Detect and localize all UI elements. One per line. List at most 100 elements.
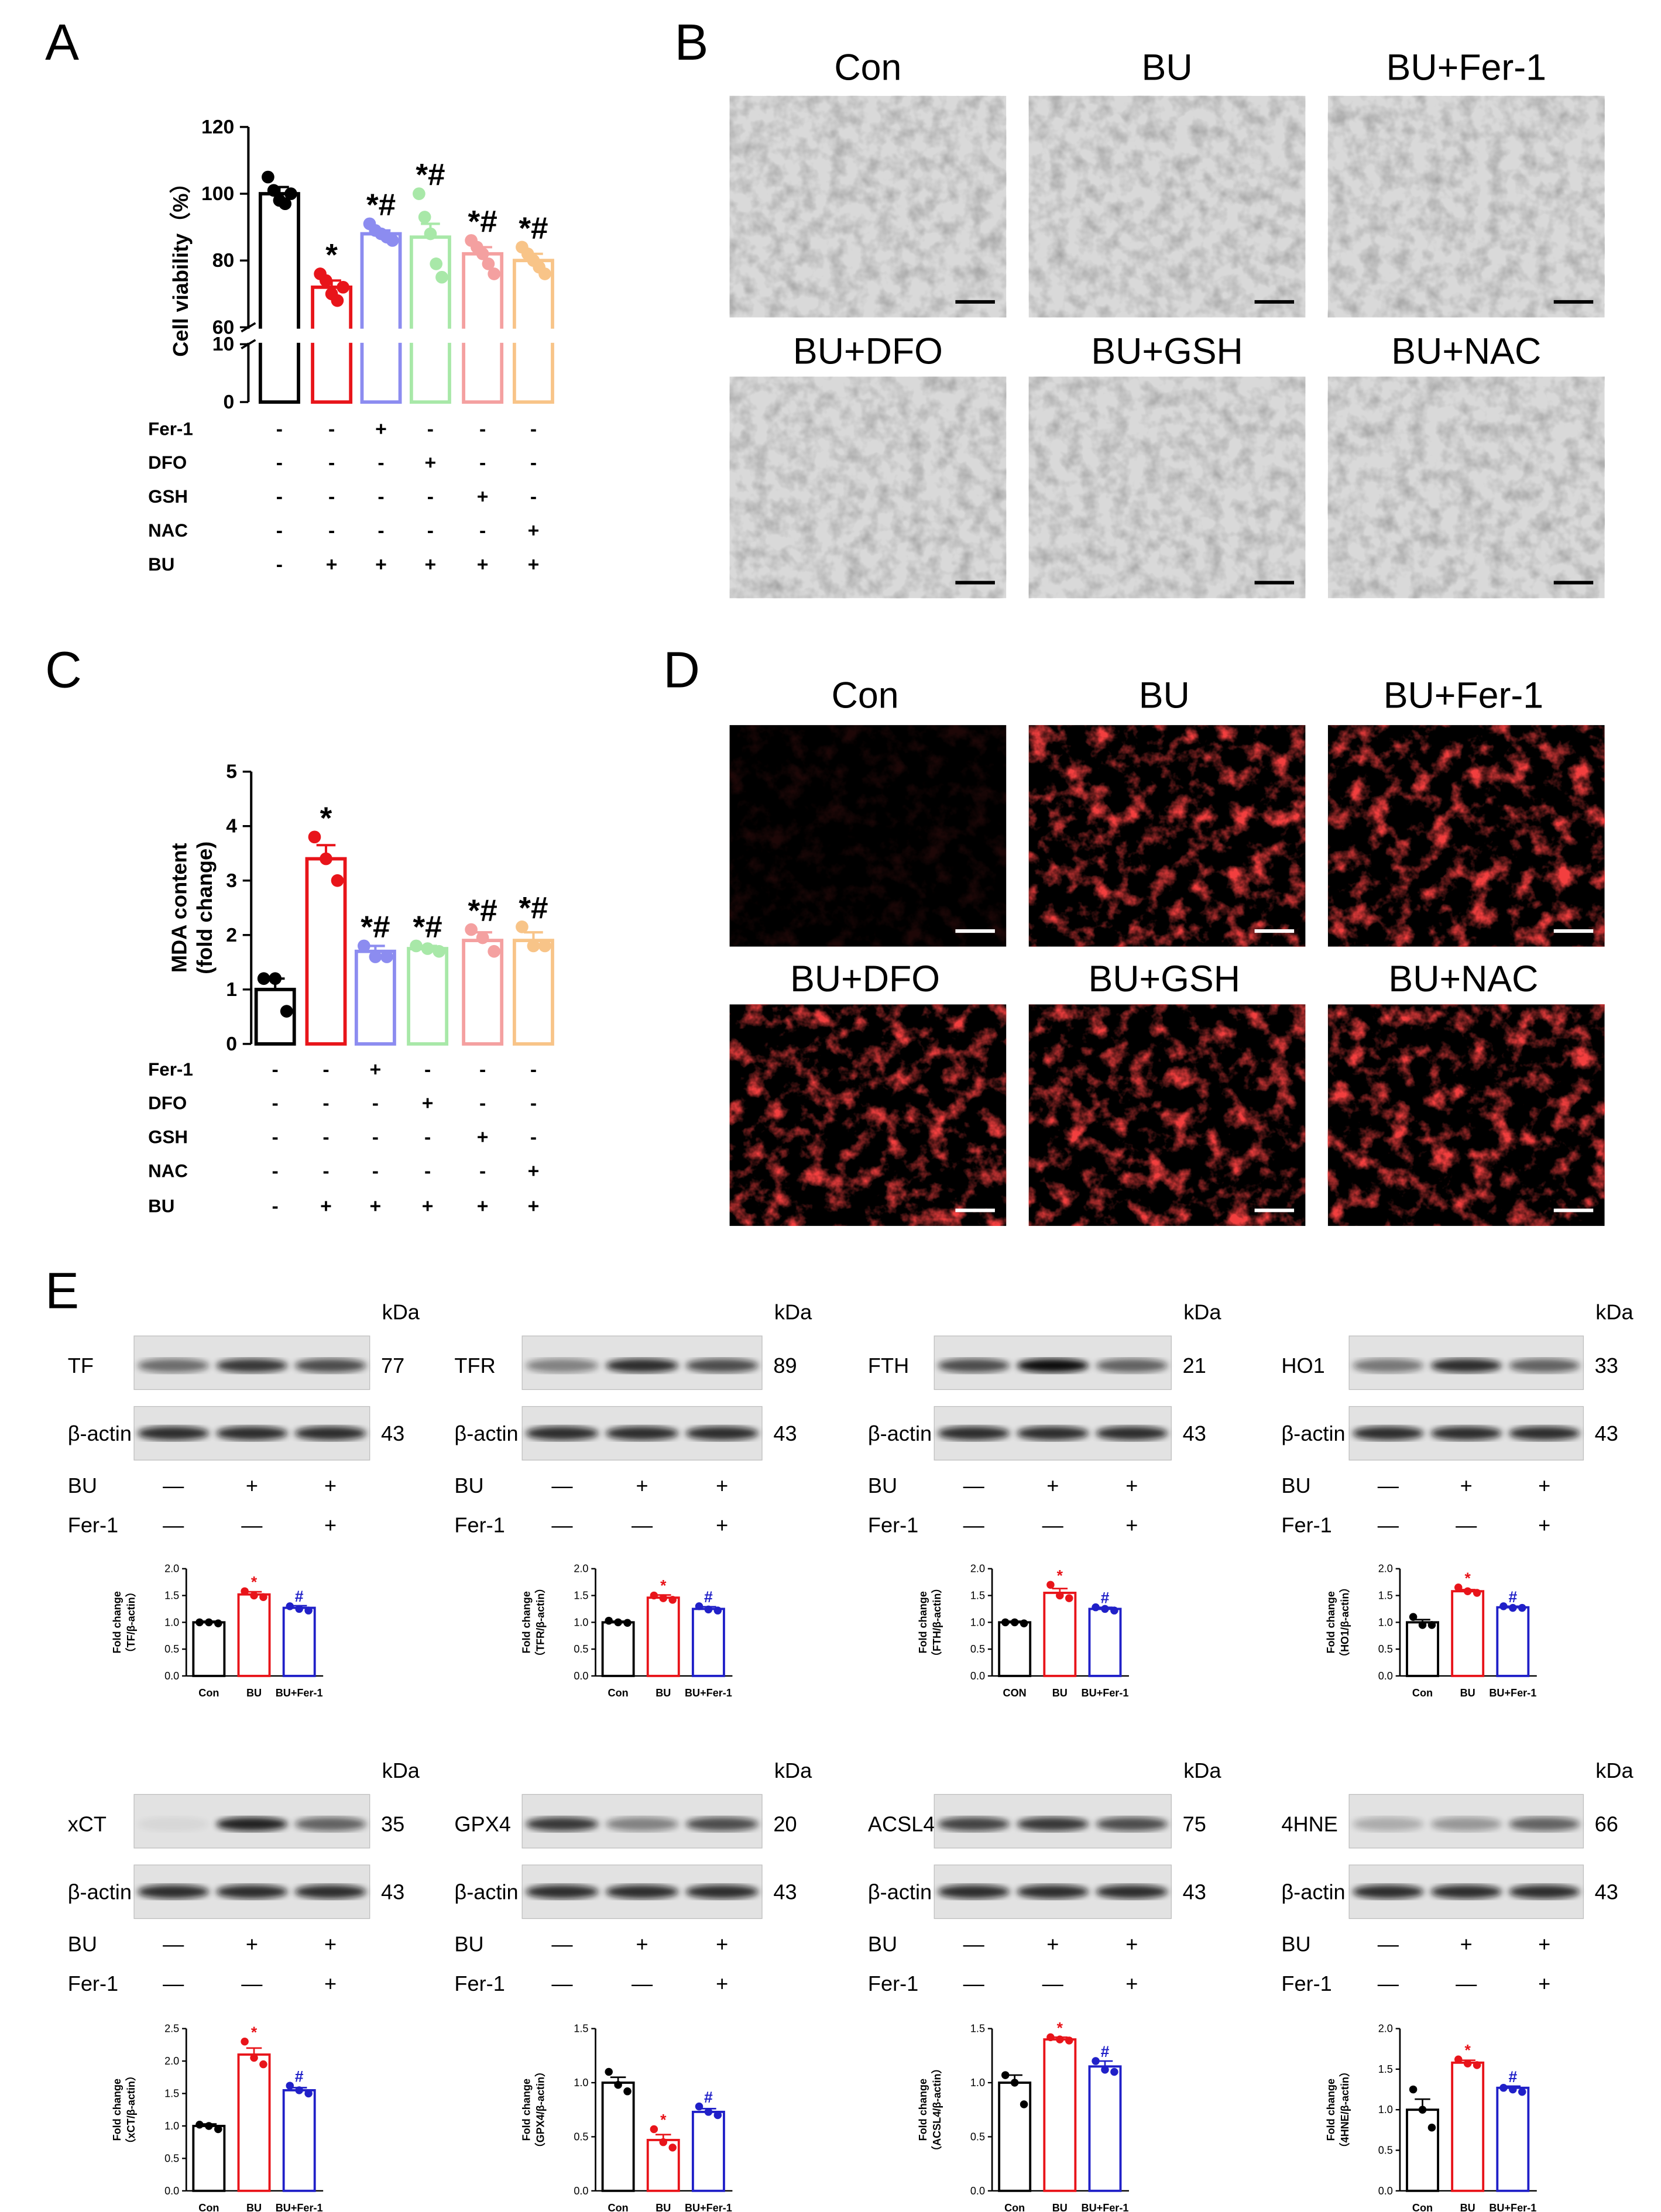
data-point [308,830,321,844]
texture [1327,376,1605,599]
x-tick-label: BU [246,1687,262,1699]
data-point [1046,2033,1055,2042]
data-point [195,1618,204,1627]
treatment-sign: + [320,1195,332,1217]
y-tick-label: 0.0 [164,2185,179,2197]
x-tick-label: BU [656,2202,671,2212]
blot-band [1017,1884,1089,1899]
treatment-sign: + [425,553,437,575]
kda-label: kDa [1595,1758,1633,1782]
treatment-sign: - [272,1058,279,1080]
y-tick-label: 0.0 [970,1670,985,1682]
texture [1327,95,1605,318]
texture [1327,1004,1605,1226]
y-tick-label: 1.0 [1378,2104,1393,2115]
texture [1028,95,1306,318]
blot-label: TFR [454,1354,495,1378]
row-sign: — [1378,1932,1399,1956]
data-point [421,942,434,955]
data-point [250,2053,258,2062]
blot-label: β-actin [868,1880,932,1904]
row-sign: — [551,1971,573,1995]
x-tick-label: Con [608,1687,629,1699]
row-sign: — [963,1932,985,1956]
row-sign: + [324,1473,337,1497]
row-sign: + [1125,1971,1138,1995]
blot-band [1430,1426,1502,1441]
treatment-sign: - [479,519,486,541]
row-sign: + [1538,1971,1550,1995]
blot-band [685,1817,759,1832]
texture [729,725,1007,947]
data-point [320,852,332,865]
data-point [214,1619,222,1627]
blot-label: β-actin [68,1421,132,1445]
kda-label: kDa [382,1300,420,1324]
row-sign: + [324,1971,337,1995]
image-title: BU+GSH [1088,959,1240,999]
data-point [668,1596,677,1604]
treatment-sign: - [479,452,486,474]
blot-label: β-actin [454,1421,518,1445]
kda-value: 43 [1183,1421,1206,1445]
x-tick-label: BU+Fer-1 [276,1687,323,1699]
data-point [295,2086,303,2094]
row-sign: + [636,1473,648,1497]
y-tick-label: 1.5 [1378,1590,1393,1602]
data-point [1110,1606,1118,1615]
data-point [295,1605,303,1613]
data-point [380,950,393,963]
y-tick-label: 1.5 [574,2023,588,2035]
y-axis-label: （GPX4/β-actin） [534,2066,546,2153]
annotation: # [704,2089,713,2106]
row-sign: + [716,1473,728,1497]
annotation: * [660,2111,667,2129]
row-label: BU [868,1932,897,1956]
data-point [538,939,551,953]
x-tick-label: Con [1004,2202,1025,2212]
image-title: BU+Fer-1 [1384,675,1543,716]
treatment-sign: + [528,1195,540,1217]
x-tick-label: Con [198,1687,219,1699]
blot-band [1017,1358,1089,1373]
y-tick-label: 1.0 [574,1616,588,1628]
y-axis-label: （FTH/β-actin） [931,1583,943,1663]
data-point [331,874,344,887]
data-point [410,939,423,953]
texture [1028,376,1306,599]
treatment-sign: + [370,1058,382,1080]
y-tick-label: 0.0 [1378,1670,1393,1682]
treatment-sign: - [530,486,537,508]
treatment-sign: - [322,1092,329,1114]
annotation: * [251,2024,258,2041]
row-sign: — [1378,1513,1399,1537]
break-mark [241,339,256,349]
y-tick-label: 0.5 [1378,2145,1393,2156]
treatment-sign: - [530,1092,537,1114]
blot-band [526,1358,599,1373]
data-point [614,1618,622,1627]
row-label: BU [1281,1932,1310,1956]
treatment-sign: + [326,553,338,575]
kda-value: 75 [1183,1812,1206,1836]
y-tick-label: 2.0 [1378,2023,1393,2035]
y-axis-label: （TF/β-actin） [125,1586,137,1658]
data-point [695,2102,703,2111]
panel-label: D [663,642,700,699]
row-sign: — [551,1473,573,1497]
blot-band [138,1426,210,1441]
data-point [704,1605,713,1614]
row-sign: + [1538,1932,1550,1956]
annotation: * [1464,1569,1471,1587]
annotation: *# [366,188,396,222]
annotation: *# [413,910,442,944]
kda-value: 20 [773,1812,797,1836]
data-point [259,1593,267,1602]
treatment-sign: + [375,418,387,440]
treatment-sign: - [479,1160,486,1182]
blot-band [216,1817,288,1832]
texture [1327,725,1605,947]
row-label: Fer-1 [68,1513,118,1537]
treatment-sign: + [422,1092,434,1114]
row-sign: — [551,1932,573,1956]
